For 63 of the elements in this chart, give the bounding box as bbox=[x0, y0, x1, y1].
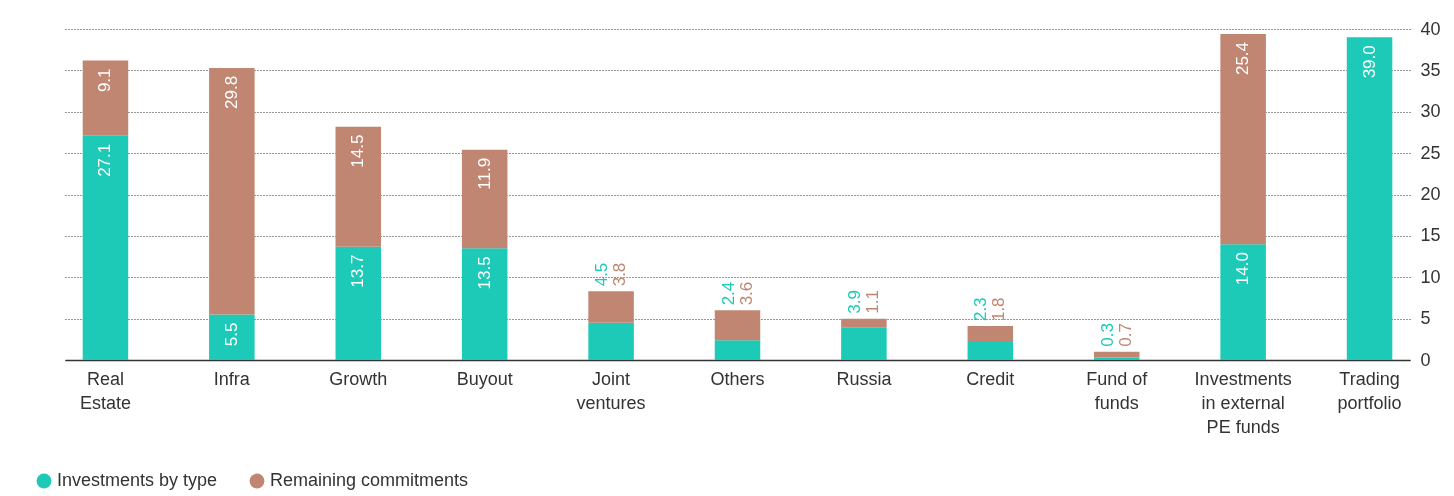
bar bbox=[1346, 37, 1393, 360]
data-label: 3.6 bbox=[736, 281, 756, 306]
x-tick-label: Infra bbox=[213, 368, 251, 389]
legend-label: Investments by type bbox=[57, 470, 218, 490]
y-tick-label: 25 bbox=[1420, 142, 1441, 163]
data-label: 25.4 bbox=[1233, 41, 1253, 76]
x-tick-label: Buyout bbox=[456, 368, 513, 389]
x-tick-label: Credit bbox=[966, 368, 1015, 389]
x-tick-label: Real Estate bbox=[79, 368, 131, 413]
y-tick-label: 5 bbox=[1420, 308, 1431, 329]
y-tick-label: 10 bbox=[1420, 266, 1441, 287]
x-tick-label: Trading portfolio bbox=[1337, 368, 1402, 413]
bar bbox=[335, 126, 382, 247]
bar bbox=[209, 314, 255, 360]
data-label: 29.8 bbox=[221, 75, 241, 109]
x-tick-label: Joint ventures bbox=[576, 368, 646, 413]
y-tick-label: 15 bbox=[1420, 225, 1441, 246]
y-tick-label: 20 bbox=[1420, 184, 1441, 204]
bar bbox=[461, 149, 508, 249]
data-label: 1.1 bbox=[862, 289, 882, 314]
legend-label: Remaining commitments bbox=[270, 470, 469, 490]
data-label: 11.9 bbox=[474, 157, 494, 190]
data-label: 39.0 bbox=[1359, 45, 1379, 79]
data-label: 0.3 bbox=[1097, 323, 1117, 347]
data-label: 2.4 bbox=[718, 281, 738, 306]
x-tick-label: Others bbox=[710, 368, 765, 389]
x-tick-label: Russia bbox=[836, 368, 893, 389]
data-label: 4.5 bbox=[592, 262, 612, 287]
data-label: 3.8 bbox=[610, 262, 630, 287]
data-label: 1.8 bbox=[989, 297, 1009, 322]
bar bbox=[82, 135, 129, 360]
bar bbox=[82, 60, 129, 136]
bar bbox=[841, 318, 887, 328]
data-label: 9.1 bbox=[95, 68, 115, 93]
y-tick-label: 35 bbox=[1420, 59, 1441, 80]
y-tick-label: 0 bbox=[1420, 349, 1431, 370]
y-tick-label: 30 bbox=[1420, 101, 1441, 122]
data-label: 13.7 bbox=[348, 254, 368, 288]
x-tick-label: Fund of funds bbox=[1086, 368, 1149, 413]
bar bbox=[1093, 351, 1140, 358]
bar bbox=[841, 327, 887, 360]
x-tick-label: Growth bbox=[329, 368, 388, 389]
data-label: 2.3 bbox=[971, 297, 991, 322]
bar bbox=[714, 340, 761, 360]
bar bbox=[967, 326, 1014, 341]
data-label: 27.1 bbox=[95, 143, 115, 177]
bar bbox=[335, 246, 382, 360]
bar bbox=[588, 291, 634, 323]
bar bbox=[1220, 244, 1266, 360]
bar bbox=[461, 248, 508, 360]
bar bbox=[209, 67, 255, 315]
x-tick-label: Investments in external PE funds bbox=[1194, 368, 1292, 437]
y-tick-label: 40 bbox=[1420, 18, 1441, 39]
bar bbox=[1220, 33, 1266, 245]
data-label: 5.5 bbox=[221, 322, 241, 347]
data-label: 13.5 bbox=[474, 256, 494, 290]
data-label: 0.7 bbox=[1115, 323, 1135, 347]
bar bbox=[714, 310, 761, 341]
data-label: 3.9 bbox=[844, 289, 864, 314]
bar bbox=[588, 322, 634, 360]
bar bbox=[967, 340, 1014, 360]
data-label: 14.5 bbox=[348, 134, 368, 168]
data-label: 14.0 bbox=[1233, 252, 1253, 286]
